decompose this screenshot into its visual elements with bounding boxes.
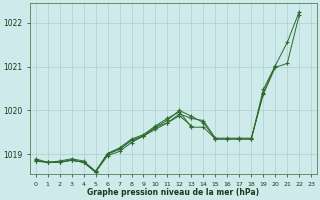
X-axis label: Graphe pression niveau de la mer (hPa): Graphe pression niveau de la mer (hPa) <box>87 188 260 197</box>
